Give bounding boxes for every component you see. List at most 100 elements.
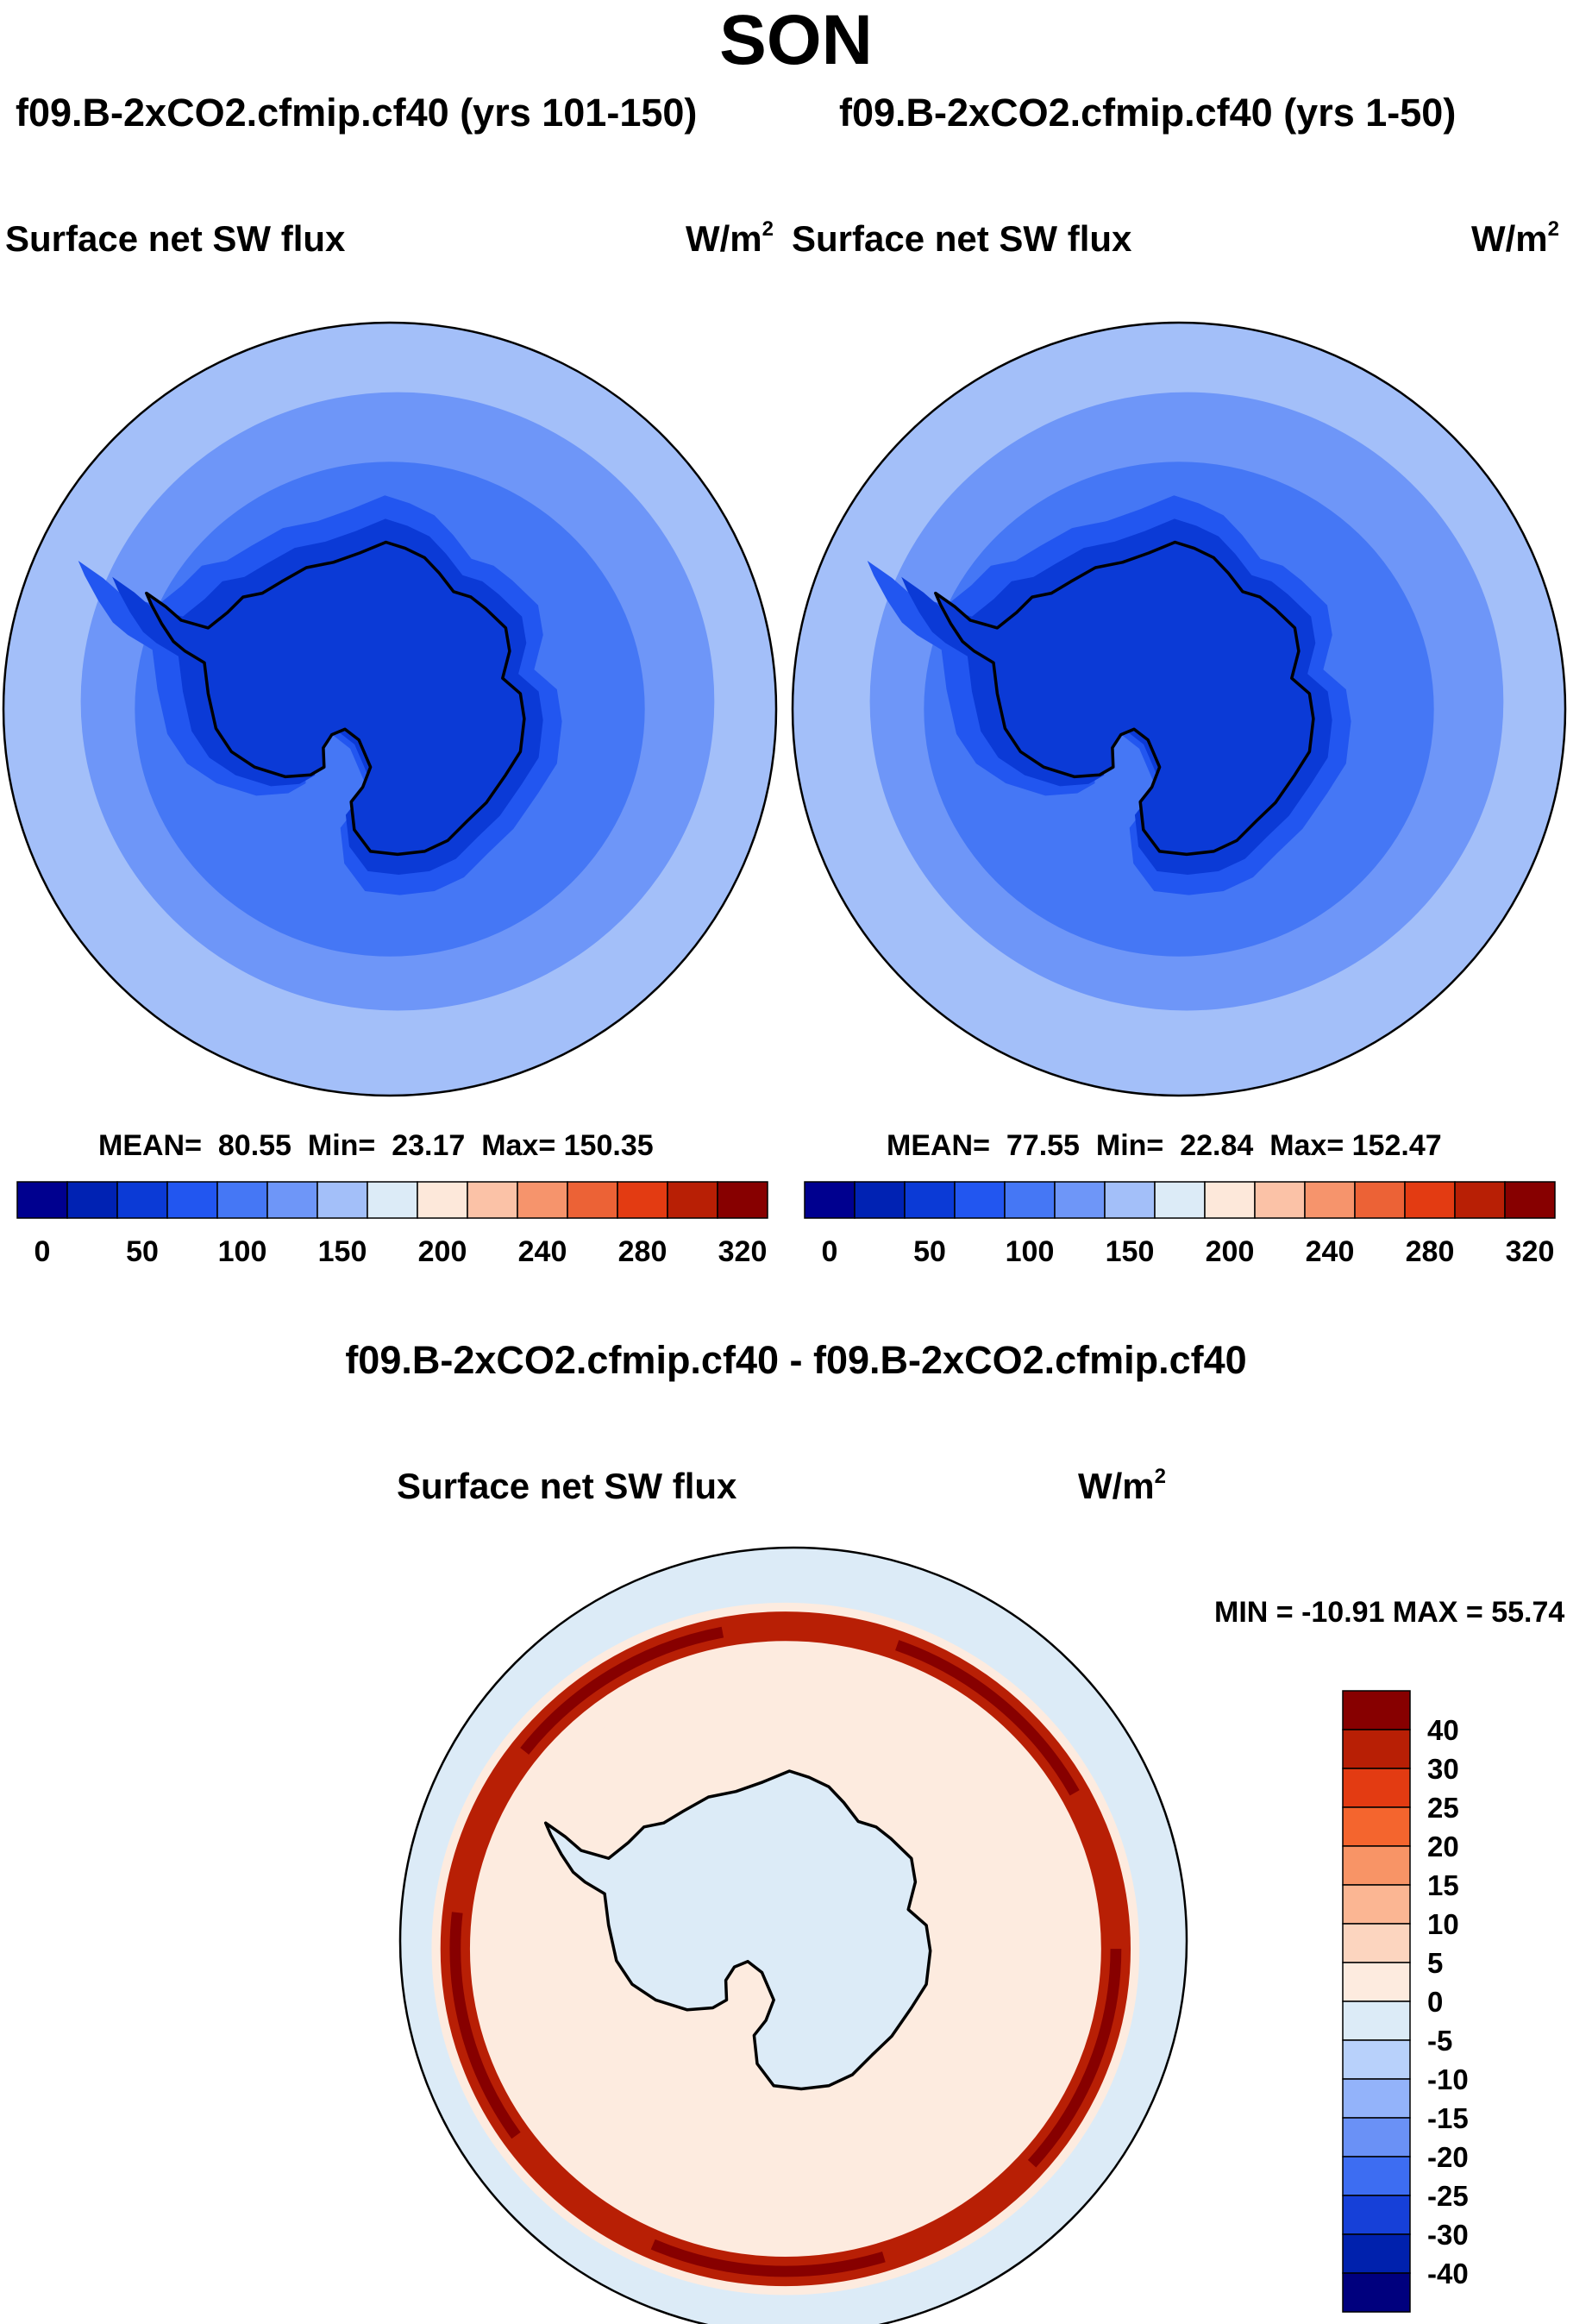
colorbar-box — [517, 1181, 568, 1219]
colorbar-tick-label: 200 — [1206, 1235, 1255, 1268]
panel2-map — [791, 321, 1567, 1097]
colorbar-tick-label: -5 — [1427, 2025, 1452, 2057]
colorbar-box — [567, 1181, 618, 1219]
colorbar-tick-label: 240 — [1306, 1235, 1355, 1268]
colorbar-box — [804, 1181, 856, 1219]
colorbar-tick-label: 50 — [126, 1235, 159, 1268]
colorbar-box — [16, 1181, 68, 1219]
colorbar-box — [1342, 2117, 1411, 2158]
colorbar-tick-label: 25 — [1427, 1792, 1459, 1824]
colorbar-tick-label: -20 — [1427, 2141, 1469, 2173]
colorbar-box — [1342, 2272, 1411, 2313]
colorbar-box — [1342, 1962, 1411, 2002]
colorbar-box — [1342, 2156, 1411, 2196]
colorbar-box — [1204, 1181, 1256, 1219]
colorbar-tick-label: 200 — [418, 1235, 467, 1268]
colorbar-box — [367, 1181, 418, 1219]
colorbar-box — [617, 1181, 668, 1219]
colorbar-tick-label: 50 — [913, 1235, 946, 1268]
colorbar-tick-label: -40 — [1427, 2258, 1469, 2289]
colorbar-box — [1342, 1884, 1411, 1925]
colorbar-box — [66, 1181, 118, 1219]
antarctica-coastline — [145, 540, 526, 857]
colorbar-tick-label: -10 — [1427, 2063, 1469, 2095]
colorbar-box — [1154, 1181, 1206, 1219]
colorbar-box — [1304, 1181, 1356, 1219]
colorbar-box — [1342, 1845, 1411, 1886]
colorbar-box — [854, 1181, 906, 1219]
colorbar-box — [266, 1181, 318, 1219]
colorbar-box — [216, 1181, 268, 1219]
colorbar-tick-label: 5 — [1427, 1947, 1443, 1979]
colorbar-box — [667, 1181, 718, 1219]
map-boundary — [2, 321, 778, 1097]
colorbar-box — [1404, 1181, 1456, 1219]
colorbar-tick-label: 0 — [34, 1235, 51, 1268]
colorbar-box — [1342, 1806, 1411, 1847]
colorbar-tick-label: 100 — [1006, 1235, 1055, 1268]
colorbar-tick-label: 20 — [1427, 1831, 1459, 1862]
panel1-variable-label: Surface net SW flux — [5, 218, 346, 259]
colorbar-box — [417, 1181, 468, 1219]
colorbar-box — [1342, 1923, 1411, 1963]
diff-variable-label: Surface net SW flux — [397, 1466, 737, 1506]
colorbar-tick-label: -15 — [1427, 2102, 1469, 2134]
colorbar-tick-label: -25 — [1427, 2180, 1469, 2212]
panel2-stats: MEAN= 77.55 Min= 22.84 Max= 152.47 — [887, 1129, 1442, 1162]
panel1-stats: MEAN= 80.55 Min= 23.17 Max= 150.35 — [98, 1129, 654, 1162]
panel1-run-title: f09.B-2xCO2.cfmip.cf40 (yrs 101-150) — [16, 91, 698, 135]
colorbar-tick-label: 10 — [1427, 1908, 1459, 1940]
colorbar-box — [166, 1181, 218, 1219]
colorbar-box — [1104, 1181, 1156, 1219]
colorbar-tick-label: 240 — [518, 1235, 567, 1268]
colorbar-box — [1342, 2039, 1411, 2080]
colorbar-box — [1342, 1729, 1411, 1769]
diff-colorbar: 40 30 25 20 15 10 5 0 -5 -10 -15 -20 -25 -30 -40 — [1342, 1690, 1469, 2313]
map-boundary — [398, 1546, 1188, 2324]
diff-title: f09.B-2xCO2.cfmip.cf40 - f09.B-2xCO2.cfm… — [345, 1338, 1247, 1382]
colorbar-tick-label: 15 — [1427, 1869, 1459, 1901]
colorbar-box — [717, 1181, 768, 1219]
colorbar-box — [1342, 2078, 1411, 2119]
colorbar-box — [1342, 2195, 1411, 2235]
colorbar-tick-label: 0 — [1427, 1986, 1443, 2018]
panel1-colorbar: 0 50 100 150 200 240 280 320 — [16, 1181, 768, 1268]
diff-map — [398, 1546, 1188, 2324]
colorbar-tick-label: 280 — [1406, 1235, 1455, 1268]
colorbar-tick-label: 320 — [1506, 1235, 1555, 1268]
antarctica-coastline — [934, 540, 1315, 857]
antarctica-coastline — [543, 1769, 932, 2091]
colorbar-tick-label: 150 — [318, 1235, 367, 1268]
colorbar-box — [1354, 1181, 1406, 1219]
colorbar-box — [1454, 1181, 1506, 1219]
colorbar-box — [1342, 2001, 1411, 2041]
season-title: SON — [719, 1, 873, 79]
colorbar-tick-label: 40 — [1427, 1714, 1459, 1746]
colorbar-tick-label: 280 — [618, 1235, 668, 1268]
colorbar-box — [1254, 1181, 1306, 1219]
colorbar-box — [116, 1181, 168, 1219]
colorbar-box — [467, 1181, 518, 1219]
map-boundary — [791, 321, 1567, 1097]
colorbar-tick-label: 150 — [1106, 1235, 1155, 1268]
colorbar-box — [1342, 1768, 1411, 1808]
colorbar-box — [1342, 2233, 1411, 2274]
colorbar-tick-label: 100 — [218, 1235, 267, 1268]
panel1-units-label: W/m2 — [686, 217, 774, 259]
colorbar-box — [317, 1181, 368, 1219]
colorbar-tick-label: 30 — [1427, 1753, 1459, 1785]
diff-minmax-stats: MIN = -10.91 MAX = 55.74 — [1214, 1596, 1565, 1629]
panel2-units-label: W/m2 — [1471, 217, 1560, 259]
panel2-run-title: f09.B-2xCO2.cfmip.cf40 (yrs 1-50) — [839, 91, 1457, 135]
colorbar-tick-label: 0 — [822, 1235, 838, 1268]
sea-ice-edge-peak — [449, 1620, 1122, 2277]
panel2-colorbar: 0 50 100 150 200 240 280 320 — [804, 1181, 1556, 1268]
colorbar-box — [1504, 1181, 1556, 1219]
diff-units-label: W/m2 — [1078, 1465, 1167, 1506]
colorbar-tick-label: -30 — [1427, 2219, 1469, 2251]
colorbar-box — [1054, 1181, 1106, 1219]
panel2-variable-label: Surface net SW flux — [792, 218, 1132, 259]
colorbar-box — [1004, 1181, 1056, 1219]
